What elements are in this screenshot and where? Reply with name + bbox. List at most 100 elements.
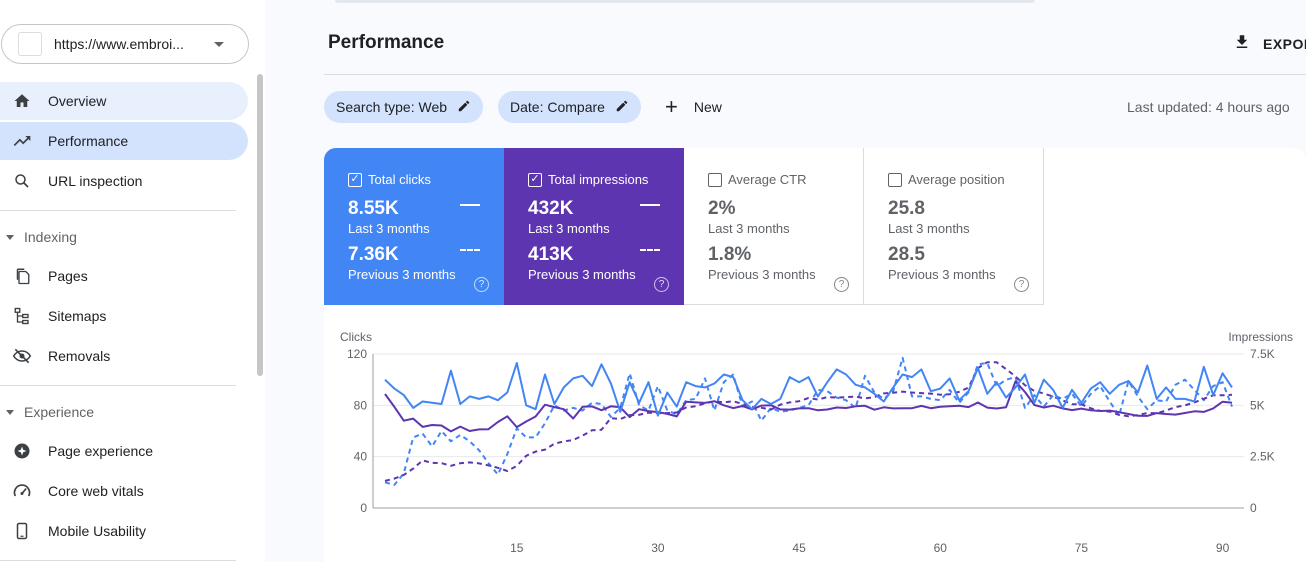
- y-tick-label-right: 0: [1250, 501, 1257, 515]
- visibility-off-icon: [12, 346, 32, 366]
- header-divider: [324, 74, 1306, 75]
- metric-tile-clicks[interactable]: ✓ Total clicks 8.55K Last 3 months 7.36K…: [324, 148, 504, 305]
- metric-label: Average CTR: [728, 172, 807, 187]
- property-selector[interactable]: https://www.embroi...: [1, 24, 249, 64]
- y-axis-label-left: Clicks: [340, 330, 372, 344]
- section-toggle-indexing[interactable]: Indexing: [6, 229, 77, 245]
- sidebar-item-pages[interactable]: Pages: [0, 257, 248, 295]
- series-line: [384, 362, 1233, 417]
- performance-card: ✓ Total clicks 8.55K Last 3 months 7.36K…: [324, 148, 1306, 562]
- new-label: New: [693, 99, 722, 115]
- metric-prev-period: Previous 3 months: [888, 267, 996, 282]
- sidebar-item-label: Pages: [48, 268, 88, 284]
- site-favicon: [18, 32, 42, 56]
- y-tick-label-right: 5K: [1250, 398, 1265, 412]
- dashed-line-legend-icon: [460, 249, 480, 251]
- metric-tile-position[interactable]: Average position 25.8 Last 3 months 28.5…: [864, 148, 1044, 305]
- export-label: EXPOR: [1263, 35, 1306, 52]
- pages-icon: [12, 266, 32, 286]
- sidebar-item-page-experience[interactable]: Page experience: [0, 432, 248, 470]
- export-button[interactable]: EXPOR: [1233, 33, 1306, 54]
- metric-period: Last 3 months: [888, 221, 970, 236]
- y-tick-label-left: 0: [360, 501, 367, 515]
- sidebar-item-label: URL inspection: [48, 173, 143, 189]
- home-icon: [12, 91, 32, 111]
- chip-label: Search type: Web: [336, 99, 448, 115]
- help-icon[interactable]: ?: [834, 277, 849, 292]
- checkbox-unchecked-icon[interactable]: [708, 172, 722, 187]
- x-tick-label: 45: [792, 541, 806, 555]
- search-bar-edge: [335, 0, 1035, 3]
- metric-prev-value: 28.5: [888, 244, 925, 265]
- y-tick-label-left: 120: [347, 347, 367, 361]
- sidebar-scrollbar[interactable]: [257, 74, 263, 376]
- section-label: Indexing: [24, 229, 77, 245]
- metric-value: 2%: [708, 198, 736, 219]
- sidebar-item-core-web-vitals[interactable]: Core web vitals: [0, 472, 248, 510]
- property-url: https://www.embroi...: [54, 36, 184, 52]
- metric-value: 8.55K: [348, 198, 399, 219]
- metric-label: Average position: [908, 172, 1005, 187]
- section-toggle-experience[interactable]: Experience: [6, 404, 94, 420]
- sitemap-icon: [12, 306, 32, 326]
- checkbox-checked-icon[interactable]: ✓: [348, 172, 362, 187]
- y-tick-label-left: 80: [354, 398, 368, 412]
- search-icon: [12, 171, 32, 191]
- metric-prev-value: 413K: [528, 244, 574, 265]
- y-tick-label-left: 40: [354, 450, 368, 464]
- metric-prev-period: Previous 3 months: [708, 267, 816, 282]
- edit-pencil-icon: [615, 99, 629, 116]
- y-tick-label-right: 2.5K: [1250, 450, 1275, 464]
- solid-line-legend-icon: [460, 204, 480, 206]
- main-content: Performance EXPOR Search type: Web Date:…: [265, 0, 1306, 562]
- filter-chip-date[interactable]: Date: Compare: [498, 91, 641, 123]
- last-updated-text: Last updated: 4 hours ago: [1127, 99, 1290, 115]
- y-tick-label-right: 7.5K: [1250, 347, 1275, 361]
- solid-line-legend-icon: [640, 204, 660, 206]
- sidebar-item-removals[interactable]: Removals: [0, 337, 248, 375]
- dropdown-caret-icon: [214, 41, 224, 47]
- dashed-line-legend-icon: [640, 249, 660, 251]
- sidebar-item-label: Removals: [48, 348, 111, 364]
- metric-prev-value: 1.8%: [708, 244, 752, 265]
- sidebar-item-label: Overview: [48, 93, 107, 109]
- speed-gauge-icon: [12, 481, 32, 501]
- sidebar-item-sitemaps[interactable]: Sitemaps: [0, 297, 248, 335]
- x-tick-label: 60: [934, 541, 948, 555]
- sidebar-divider: [0, 560, 236, 561]
- series-line: [384, 361, 1233, 482]
- sidebar-divider: [0, 210, 236, 211]
- help-icon[interactable]: ?: [654, 277, 669, 292]
- help-icon[interactable]: ?: [474, 277, 489, 292]
- sidebar-item-performance[interactable]: Performance: [0, 122, 248, 160]
- page-title: Performance: [328, 32, 445, 53]
- sidebar-item-mobile-usability[interactable]: Mobile Usability: [0, 512, 248, 550]
- metric-label: Total impressions: [548, 172, 649, 187]
- performance-line-chart[interactable]: 120 7.5K 80 5K 40 2.5K 0 0 Clicks Impressions 15 30…: [324, 326, 1306, 562]
- new-filter-button[interactable]: + New: [665, 96, 722, 118]
- collapse-caret-icon: [6, 409, 14, 415]
- page-experience-icon: [12, 441, 32, 461]
- sidebar-item-overview[interactable]: Overview: [0, 82, 248, 120]
- metric-tile-ctr[interactable]: Average CTR 2% Last 3 months 1.8% Previo…: [684, 148, 864, 305]
- metric-value: 25.8: [888, 198, 925, 219]
- trending-up-icon: [12, 131, 32, 151]
- sidebar-item-label: Mobile Usability: [48, 523, 147, 539]
- metric-tile-impressions[interactable]: ✓ Total impressions 432K Last 3 months 4…: [504, 148, 684, 305]
- y-axis-label-right: Impressions: [1228, 330, 1293, 344]
- x-tick-label: 15: [510, 541, 524, 555]
- metric-prev-period: Previous 3 months: [528, 267, 636, 282]
- collapse-caret-icon: [6, 234, 14, 240]
- checkbox-checked-icon[interactable]: ✓: [528, 172, 542, 187]
- plus-icon: +: [665, 94, 678, 119]
- metric-prev-value: 7.36K: [348, 244, 399, 265]
- sidebar-divider: [0, 385, 236, 386]
- metric-prev-period: Previous 3 months: [348, 267, 456, 282]
- metric-period: Last 3 months: [528, 221, 610, 236]
- metric-period: Last 3 months: [708, 221, 790, 236]
- chip-label: Date: Compare: [510, 99, 605, 115]
- filter-chip-search-type[interactable]: Search type: Web: [324, 91, 484, 123]
- checkbox-unchecked-icon[interactable]: [888, 172, 902, 187]
- help-icon[interactable]: ?: [1014, 277, 1029, 292]
- sidebar-item-url-inspection[interactable]: URL inspection: [0, 162, 248, 200]
